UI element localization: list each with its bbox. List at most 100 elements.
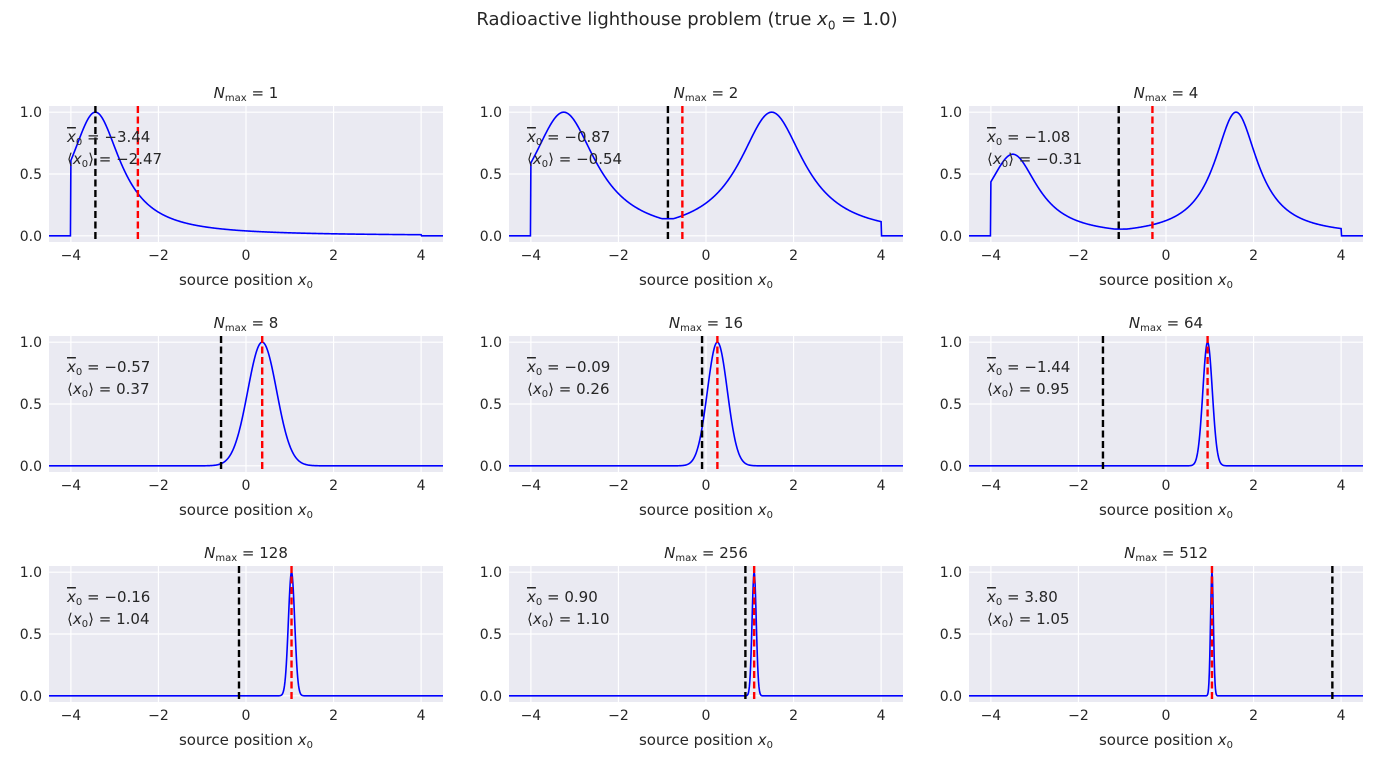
posterior-curve — [969, 572, 1363, 697]
y-tick-label: 0.0 — [480, 689, 502, 705]
subplot-4: −4 −2 0 2 4 0.0 0.5 1.0 Nmax = 8 source position … — [20, 314, 443, 521]
y-tick-label: 0.5 — [480, 397, 502, 413]
sample-mean-annotation: x0 = −3.44 — [66, 128, 150, 148]
x-tick-label: 2 — [1249, 708, 1258, 724]
y-tick-label: 0.5 — [20, 627, 42, 643]
x-tick-label: 4 — [1337, 708, 1346, 724]
subplot-7: −4 −2 0 2 4 0.0 0.5 1.0 Nmax = 128 source positio… — [20, 544, 443, 751]
posterior-mean-annotation: ⟨x0⟩ = 1.05 — [987, 610, 1070, 630]
sample-mean-annotation: x0 = −0.16 — [66, 588, 150, 608]
posterior-mean-annotation: ⟨x0⟩ = 0.26 — [527, 380, 610, 400]
x-tick-label: 2 — [329, 708, 338, 724]
subplot-title: Nmax = 64 — [1129, 314, 1203, 334]
x-tick-label: 0 — [242, 708, 251, 724]
sample-mean-annotation: x0 = −0.87 — [526, 128, 610, 148]
x-tick-label: 0 — [1162, 478, 1171, 494]
x-axis-label: source position x0 — [1099, 501, 1233, 521]
x-tick-label: −4 — [521, 478, 542, 494]
posterior-curve — [49, 111, 443, 237]
subplot-title: Nmax = 256 — [664, 544, 748, 564]
x-tick-label: 4 — [877, 478, 886, 494]
sample-mean-annotation: x0 = 3.80 — [986, 588, 1058, 608]
figure-title-prefix: Radioactive lighthouse problem (true — [476, 9, 818, 30]
y-tick-label: 1.0 — [940, 335, 962, 351]
subplot-title: Nmax = 1 — [214, 84, 279, 104]
posterior-curve — [49, 569, 443, 697]
x-axis-label: source position x0 — [1099, 271, 1233, 291]
subplot-3: −4 −2 0 2 4 0.0 0.5 1.0 Nmax = 4 source position … — [940, 84, 1363, 291]
x-axis-label: source position x0 — [639, 731, 773, 751]
posterior-curve — [49, 341, 443, 467]
y-tick-label: 1.0 — [20, 565, 42, 581]
x-axis-label: source position x0 — [639, 501, 773, 521]
figure-title-subscript: 0 — [827, 18, 836, 33]
y-tick-label: 1.0 — [480, 105, 502, 121]
x-tick-label: 4 — [1337, 248, 1346, 264]
sample-mean-annotation: x0 = −1.08 — [986, 128, 1070, 148]
y-tick-label: 1.0 — [480, 565, 502, 581]
x-tick-label: 2 — [789, 248, 798, 264]
subplot-9: −4 −2 0 2 4 0.0 0.5 1.0 Nmax = 512 source positio… — [940, 544, 1363, 751]
subplot-title: Nmax = 16 — [669, 314, 743, 334]
subplot-title: Nmax = 2 — [674, 84, 739, 104]
subplot-title: Nmax = 512 — [1124, 544, 1208, 564]
subplot-1: −4 −2 0 2 4 0.0 0.5 1.0 Nmax = 1 source position … — [20, 84, 443, 291]
subplot-8: −4 −2 0 2 4 0.0 0.5 1.0 Nmax = 256 source positio… — [480, 544, 903, 751]
posterior-mean-annotation: ⟨x0⟩ = −0.54 — [527, 150, 622, 170]
posterior-mean-annotation: ⟨x0⟩ = 0.95 — [987, 380, 1070, 400]
x-tick-label: 0 — [702, 248, 711, 264]
x-tick-label: 4 — [1337, 478, 1346, 494]
figure-title: Radioactive lighthouse problem (true x0 … — [0, 9, 1374, 33]
sample-mean-annotation: x0 = −1.44 — [986, 358, 1070, 378]
y-tick-label: 0.5 — [20, 397, 42, 413]
x-tick-label: 2 — [1249, 248, 1258, 264]
sample-mean-annotation: x0 = 0.90 — [526, 588, 598, 608]
x-tick-label: 2 — [329, 478, 338, 494]
y-tick-label: 0.0 — [480, 229, 502, 245]
subplot-title: Nmax = 128 — [204, 544, 288, 564]
posterior-curve — [969, 340, 1363, 467]
posterior-curve — [509, 111, 903, 237]
sample-mean-annotation: x0 = −0.09 — [526, 358, 610, 378]
y-tick-label: 1.0 — [940, 105, 962, 121]
subplot-5: −4 −2 0 2 4 0.0 0.5 1.0 Nmax = 16 source position… — [480, 314, 903, 521]
x-tick-label: 0 — [242, 248, 251, 264]
x-tick-label: −2 — [1068, 708, 1089, 724]
x-axis-label: source position x0 — [639, 271, 773, 291]
posterior-curve — [509, 572, 903, 697]
y-tick-label: 0.0 — [20, 459, 42, 475]
x-tick-label: −4 — [981, 248, 1002, 264]
x-tick-label: −2 — [1068, 248, 1089, 264]
posterior-mean-annotation: ⟨x0⟩ = 0.37 — [67, 380, 150, 400]
x-tick-label: −4 — [981, 478, 1002, 494]
posterior-curve — [509, 341, 903, 467]
y-tick-label: 0.5 — [480, 167, 502, 183]
x-tick-label: −4 — [61, 478, 82, 494]
x-tick-label: −2 — [148, 248, 169, 264]
y-tick-label: 0.0 — [20, 689, 42, 705]
x-axis-label: source position x0 — [179, 501, 313, 521]
x-tick-label: −4 — [521, 248, 542, 264]
y-tick-label: 1.0 — [940, 565, 962, 581]
x-tick-label: −2 — [608, 478, 629, 494]
x-tick-label: 2 — [789, 708, 798, 724]
x-tick-label: 4 — [877, 708, 886, 724]
x-tick-label: −4 — [521, 708, 542, 724]
posterior-curve — [969, 111, 1363, 237]
posterior-mean-annotation: ⟨x0⟩ = −2.47 — [67, 150, 162, 170]
x-axis-label: source position x0 — [1099, 731, 1233, 751]
x-tick-label: 0 — [1162, 248, 1171, 264]
x-tick-label: 4 — [417, 478, 426, 494]
y-tick-label: 0.0 — [940, 689, 962, 705]
y-tick-label: 1.0 — [480, 335, 502, 351]
y-tick-label: 1.0 — [20, 335, 42, 351]
x-tick-label: 4 — [417, 248, 426, 264]
y-tick-label: 0.0 — [940, 459, 962, 475]
x-axis-label: source position x0 — [179, 271, 313, 291]
x-tick-label: 0 — [242, 478, 251, 494]
y-tick-label: 0.5 — [940, 627, 962, 643]
subplot-title: Nmax = 4 — [1134, 84, 1199, 104]
x-tick-label: 2 — [789, 478, 798, 494]
sample-mean-annotation: x0 = −0.57 — [66, 358, 150, 378]
y-tick-label: 1.0 — [20, 105, 42, 121]
